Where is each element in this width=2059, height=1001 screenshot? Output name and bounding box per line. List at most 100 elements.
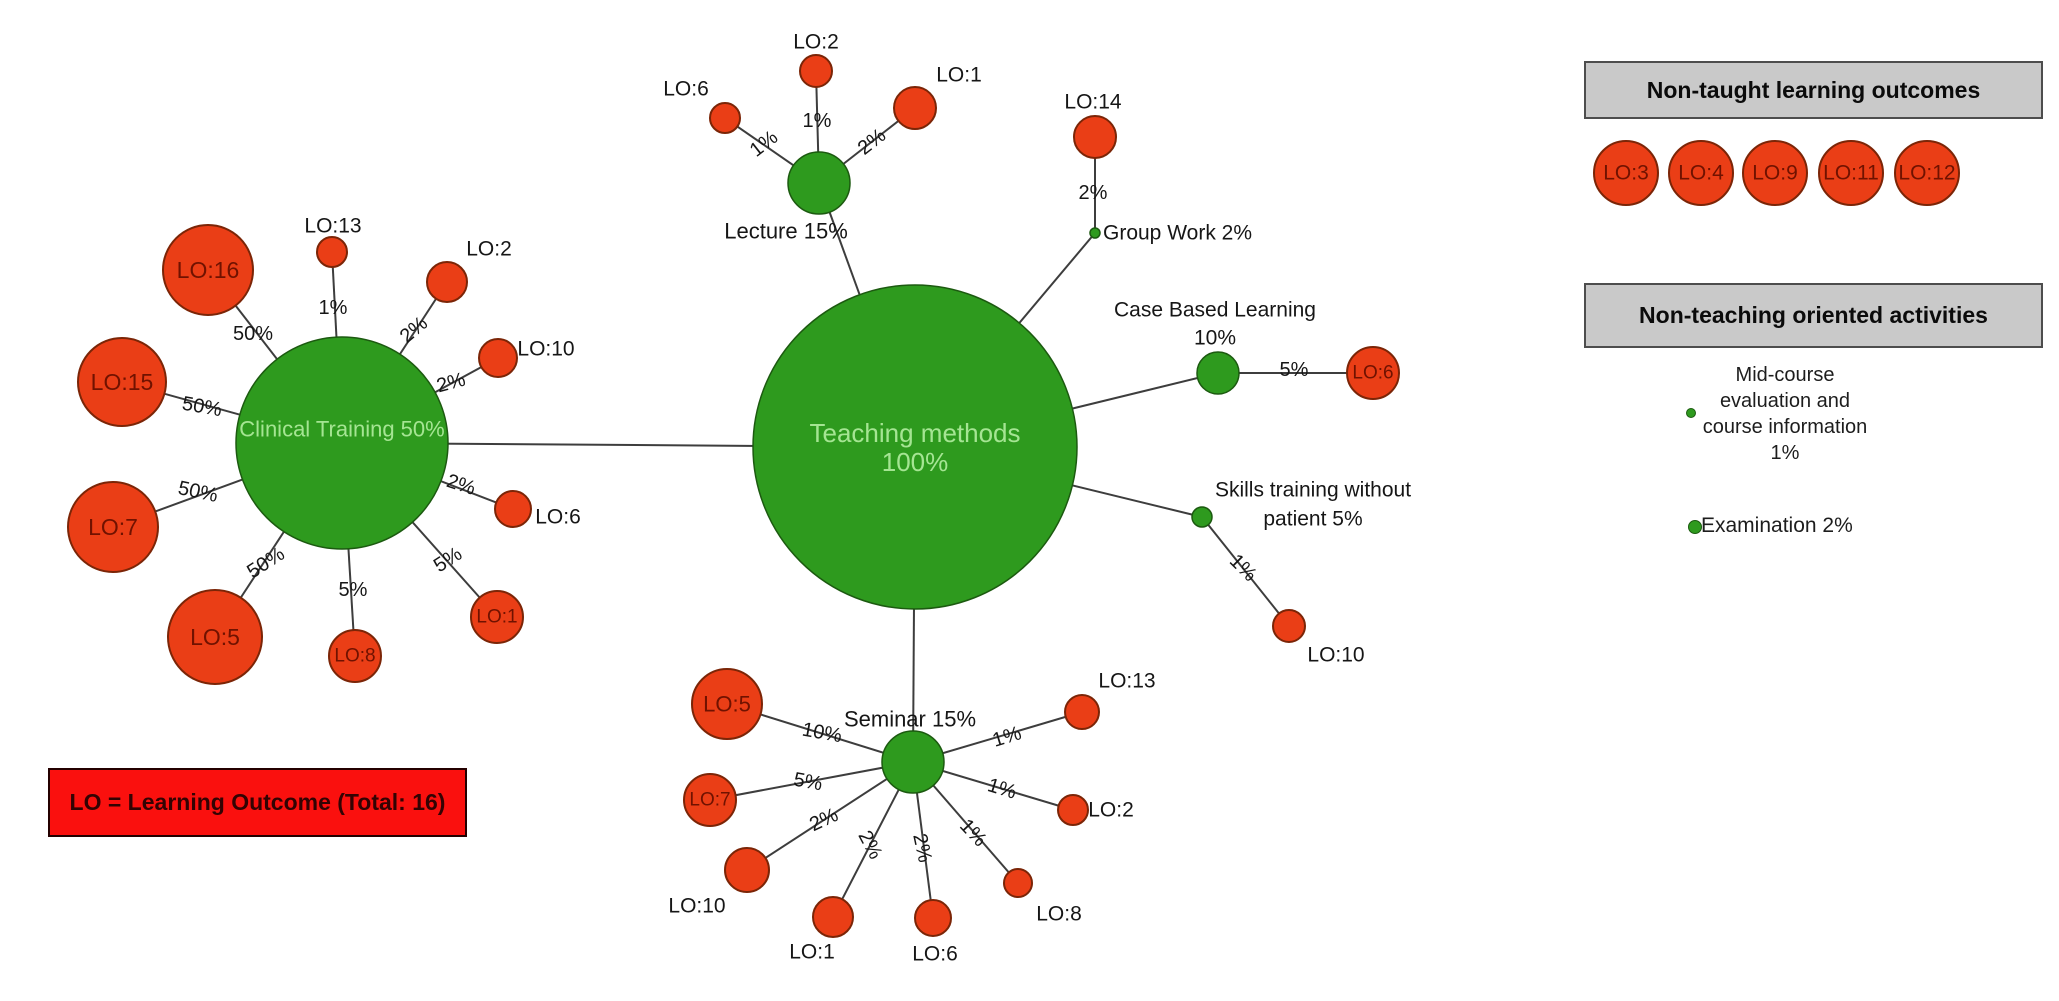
non-teaching-title-text: Non-teaching oriented activities xyxy=(1639,302,1988,328)
node-seminar-lo2 xyxy=(1057,794,1089,826)
edge-weight-label: 5% xyxy=(339,579,368,601)
hub-clinical-training xyxy=(235,336,449,550)
node-lecture-lo1 xyxy=(893,86,937,130)
edge-weight-label: 50% xyxy=(180,393,223,422)
edge-weight-label: 1% xyxy=(985,774,1019,804)
edge-weight-label: 1% xyxy=(803,110,832,132)
edge-weight-label: 2% xyxy=(396,312,432,348)
node-clinical-lo16 xyxy=(162,224,254,316)
node-label-seminar-lo2: LO:2 xyxy=(1088,799,1134,822)
edge-weight-label: 1% xyxy=(319,297,348,319)
mid-course-label: Mid-course evaluation and course informa… xyxy=(1702,364,1868,464)
node-clinical-lo10 xyxy=(478,338,518,378)
node-nontaught-lo3 xyxy=(1593,140,1659,206)
edge-weight-label: 2% xyxy=(854,124,890,159)
edge-weight-label: 2% xyxy=(434,369,468,398)
node-clinical-lo5 xyxy=(167,589,263,685)
node-label-lecture-lo1: LO:1 xyxy=(936,64,982,87)
hub-label-case-based-learning: 10% xyxy=(1194,327,1236,350)
node-nontaught-lo4 xyxy=(1668,140,1734,206)
edge-weight-label: 5% xyxy=(792,769,825,796)
node-label-nontaught-lo11: LO:11 xyxy=(1823,162,1879,185)
node-seminar-lo8 xyxy=(1003,868,1033,898)
edge-weight-label: 2% xyxy=(1079,182,1108,204)
node-label-nontaught-lo12: LO:12 xyxy=(1898,162,1955,185)
edge-weight-label: 2% xyxy=(908,832,936,865)
node-lecture-lo6 xyxy=(709,102,741,134)
node-label-clinical-lo6: LO:6 xyxy=(535,506,581,529)
node-casebased-lo6 xyxy=(1346,346,1400,400)
node-label-clinical-lo7: LO:7 xyxy=(88,514,138,540)
node-label-skills-lo10: LO:10 xyxy=(1307,644,1364,667)
edge-weight-label: 2% xyxy=(444,470,478,500)
node-seminar-lo7 xyxy=(683,773,737,827)
node-clinical-lo6 xyxy=(494,490,532,528)
hub-case-based-learning xyxy=(1196,351,1240,395)
edge-weight-label: 50% xyxy=(233,323,273,345)
node-label-nontaught-lo4: LO:4 xyxy=(1678,162,1724,185)
hub-label-case-based-learning: Case Based Learning xyxy=(1114,299,1316,322)
hub-seminar xyxy=(881,730,945,794)
hub-label-clinical-training: Clinical Training 50% xyxy=(239,417,444,442)
lo-abbreviation-legend: LO = Learning Outcome (Total: 16) xyxy=(48,768,467,837)
node-label-groupwork-lo14: LO:14 xyxy=(1064,91,1122,114)
hub-label-skills-training-without-patient: Skills training without xyxy=(1215,479,1411,502)
node-label-casebased-lo6: LO:6 xyxy=(1352,363,1393,384)
node-clinical-lo2 xyxy=(426,261,468,303)
node-seminar-lo1 xyxy=(812,896,854,938)
mid-course-node-dot xyxy=(1686,408,1696,418)
hub-label-seminar: Seminar 15% xyxy=(844,707,976,732)
hub-lecture xyxy=(787,151,851,215)
hub-group-work xyxy=(1089,227,1101,239)
non-taught-outcomes-panel-title: Non-taught learning outcomes xyxy=(1584,61,2043,119)
node-seminar-lo10 xyxy=(724,847,770,893)
node-label-clinical-lo2: LO:2 xyxy=(466,238,512,261)
node-clinical-lo7 xyxy=(67,481,159,573)
hub-label-group-work: Group Work 2% xyxy=(1103,222,1252,245)
node-label-lecture-lo6: LO:6 xyxy=(663,78,709,101)
node-label-seminar-lo1: LO:1 xyxy=(789,941,835,964)
examination-label: Examination 2% xyxy=(1701,514,1853,537)
node-label-clinical-lo15: LO:15 xyxy=(91,369,154,395)
hub-label-skills-training-without-patient: patient 5% xyxy=(1263,508,1362,531)
node-lecture-lo2 xyxy=(799,54,833,88)
node-clinical-lo8 xyxy=(328,629,382,683)
examination-node-dot xyxy=(1688,520,1702,534)
node-nontaught-lo9 xyxy=(1742,140,1808,206)
edge-weight-label: 10% xyxy=(800,719,843,748)
edge-weight-label: 2% xyxy=(806,804,842,836)
node-clinical-lo13 xyxy=(316,236,348,268)
edge-weight-label: 2% xyxy=(854,827,887,863)
edge xyxy=(709,761,914,801)
node-nontaught-lo11 xyxy=(1818,140,1884,206)
hub-label-teaching-methods: 100% xyxy=(882,447,949,477)
node-skills-lo10 xyxy=(1272,609,1306,643)
non-taught-title-text: Non-taught learning outcomes xyxy=(1646,76,1981,103)
node-label-seminar-lo8: LO:8 xyxy=(1036,903,1082,926)
lo-abbreviation-text: LO = Learning Outcome (Total: 16) xyxy=(69,789,446,815)
node-clinical-lo15 xyxy=(77,337,167,427)
edge-weight-label: 50% xyxy=(243,543,289,583)
non-teaching-activities-panel-title: Non-teaching oriented activities xyxy=(1584,283,2043,348)
edge-weight-label: 1% xyxy=(1225,550,1261,586)
node-seminar-lo6 xyxy=(914,899,952,937)
hub-label-lecture: Lecture 15% xyxy=(724,219,848,244)
node-label-clinical-lo16: LO:16 xyxy=(177,257,240,283)
node-label-seminar-lo10: LO:10 xyxy=(668,895,725,918)
edge-weight-label: 1% xyxy=(746,126,782,161)
edge-weight-label: 5% xyxy=(1280,359,1309,381)
node-label-clinical-lo13: LO:13 xyxy=(304,215,361,238)
node-label-clinical-lo1: LO:1 xyxy=(476,607,517,628)
node-label-seminar-lo13: LO:13 xyxy=(1098,670,1155,693)
node-label-seminar-lo6: LO:6 xyxy=(912,943,958,966)
edge xyxy=(746,761,914,871)
node-seminar-lo13 xyxy=(1064,694,1100,730)
node-seminar-lo5 xyxy=(691,668,763,740)
edge-weight-label: 1% xyxy=(990,722,1024,752)
node-label-nontaught-lo3: LO:3 xyxy=(1603,162,1649,185)
hub-skills-training-without-patient xyxy=(1191,506,1213,528)
node-label-clinical-lo10: LO:10 xyxy=(517,338,574,361)
node-label-clinical-lo5: LO:5 xyxy=(190,624,240,650)
